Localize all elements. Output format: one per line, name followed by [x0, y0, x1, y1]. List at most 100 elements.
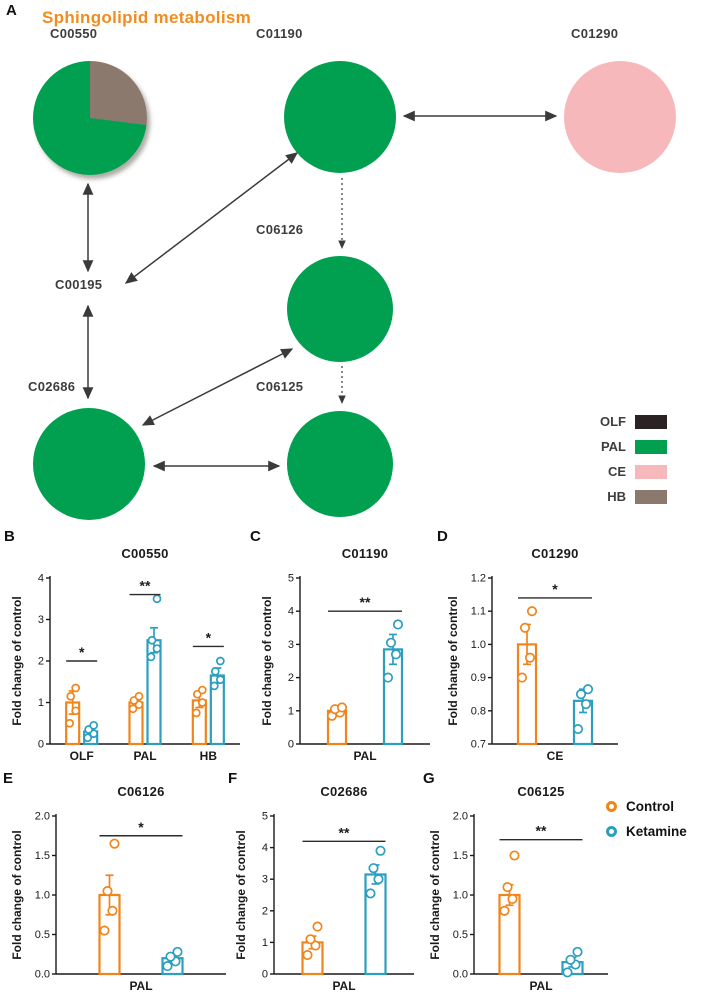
svg-text:0: 0: [38, 739, 44, 751]
svg-text:1: 1: [38, 697, 44, 709]
svg-text:Fold change of control: Fold change of control: [428, 830, 442, 959]
region-legend: OLF PAL CE HB: [600, 414, 667, 504]
pie-c06125: [287, 411, 393, 517]
svg-text:Fold change of control: Fold change of control: [10, 596, 24, 725]
pathway-title: Sphingolipid metabolism: [42, 8, 252, 27]
legend-label-olf: OLF: [600, 414, 626, 429]
svg-text:1.5: 1.5: [453, 850, 468, 862]
svg-text:Fold change of control: Fold change of control: [260, 596, 274, 725]
svg-text:Fold change of control: Fold change of control: [234, 830, 248, 959]
svg-text:**: **: [360, 594, 371, 610]
node-label-c06126: C06126: [256, 222, 304, 237]
legend-swatch-pal: [635, 439, 667, 454]
node-label-c01190: C01190: [256, 26, 303, 41]
svg-text:PAL: PAL: [129, 979, 152, 993]
svg-text:0.8: 0.8: [471, 705, 486, 717]
svg-text:C02686: C02686: [320, 784, 367, 799]
svg-text:**: **: [140, 578, 151, 594]
node-label-c00195: C00195: [55, 277, 103, 292]
panel-letter-c: C: [250, 528, 261, 545]
svg-text:*: *: [552, 581, 558, 597]
legend-label-pal: PAL: [600, 439, 626, 454]
svg-text:1.1: 1.1: [471, 606, 486, 618]
svg-text:2: 2: [38, 656, 44, 668]
pie-c01290: [564, 61, 676, 173]
svg-text:4: 4: [38, 573, 44, 585]
svg-text:C06126: C06126: [117, 784, 164, 799]
node-label-c06125: C06125: [256, 379, 304, 394]
svg-text:PAL: PAL: [133, 749, 156, 763]
panel-letter-g: G: [423, 770, 435, 787]
svg-text:Fold change of control: Fold change of control: [10, 830, 24, 959]
pathway-edges: [82, 110, 558, 472]
svg-text:5: 5: [262, 811, 268, 823]
legend-label-ce: CE: [607, 464, 626, 479]
legend-swatch-hb: [635, 489, 667, 504]
chart-c01190: C01190 Fold change of control 0 1 2 3 4 5 PAL **: [260, 546, 430, 763]
chart-c06125: C06125 Fold change of control 0.0 0.5 1.0 1.5…: [428, 784, 608, 993]
ketamine-circle-icon: [606, 826, 617, 837]
legend-label-control: Control: [626, 799, 674, 814]
svg-text:C01290: C01290: [531, 546, 578, 561]
edge-c06126-c02686: [141, 348, 294, 426]
chart-c01290: C01290 Fold change of control 0.7 0.8 0.9 1.0…: [446, 546, 618, 763]
legend-label-ketamine: Ketamine: [626, 824, 687, 839]
svg-text:0.0: 0.0: [453, 969, 468, 981]
pie-c02686: [33, 408, 145, 520]
panel-letter-f: F: [228, 770, 238, 787]
panel-letter-d: D: [437, 528, 448, 545]
svg-text:PAL: PAL: [332, 979, 355, 993]
svg-text:C01190: C01190: [342, 546, 389, 561]
chart-c02686: C02686 Fold change of control 0 1 2 3 4 5 PAL **: [234, 784, 414, 993]
svg-text:0: 0: [288, 739, 294, 751]
svg-text:4: 4: [262, 842, 268, 854]
svg-text:2.0: 2.0: [453, 811, 468, 823]
svg-text:**: **: [339, 824, 350, 840]
svg-text:3: 3: [262, 874, 268, 886]
panel-letter-e: E: [3, 770, 14, 787]
svg-text:**: **: [536, 823, 547, 839]
svg-text:HB: HB: [200, 749, 218, 763]
panel-letter-a: A: [6, 2, 17, 19]
svg-text:1: 1: [262, 937, 268, 949]
svg-text:OLF: OLF: [70, 749, 94, 763]
svg-text:*: *: [206, 629, 212, 645]
legend-swatch-ce: [635, 464, 667, 479]
svg-text:1.2: 1.2: [471, 573, 486, 585]
svg-text:0.5: 0.5: [453, 929, 468, 941]
svg-text:2: 2: [262, 905, 268, 917]
svg-text:3: 3: [38, 614, 44, 626]
svg-text:CE: CE: [547, 749, 564, 763]
svg-text:Fold change of control: Fold change of control: [446, 596, 460, 725]
legend-swatch-olf: [635, 414, 667, 429]
svg-text:1.5: 1.5: [35, 850, 50, 862]
svg-text:3: 3: [288, 639, 294, 651]
legend-item-pal: PAL: [600, 439, 667, 454]
pie-c01190: [284, 61, 396, 173]
svg-text:2.0: 2.0: [35, 811, 50, 823]
svg-text:C00550: C00550: [121, 546, 168, 561]
legend-item-olf: OLF: [600, 414, 667, 429]
svg-text:PAL: PAL: [353, 749, 376, 763]
svg-text:*: *: [138, 819, 144, 835]
svg-text:5: 5: [288, 573, 294, 585]
svg-text:0.7: 0.7: [471, 739, 486, 751]
svg-text:2: 2: [288, 672, 294, 684]
pie-c00550: [33, 61, 147, 175]
edge-c01190-c00195: [124, 152, 299, 284]
node-label-c00550: C00550: [50, 26, 98, 41]
svg-text:1.0: 1.0: [453, 890, 468, 902]
panel-letter-b: B: [4, 528, 15, 545]
svg-text:0.9: 0.9: [471, 672, 486, 684]
pie-c06126: [287, 256, 393, 362]
legend-label-hb: HB: [607, 489, 626, 504]
control-circle-icon: [606, 801, 617, 812]
svg-text:1: 1: [288, 705, 294, 717]
node-label-c01290: C01290: [571, 26, 619, 41]
series-legend: Control Ketamine: [606, 799, 687, 839]
svg-text:0: 0: [262, 969, 268, 981]
legend-item-control: Control: [606, 799, 687, 814]
legend-item-ketamine: Ketamine: [606, 824, 687, 839]
svg-text:0.5: 0.5: [35, 929, 50, 941]
